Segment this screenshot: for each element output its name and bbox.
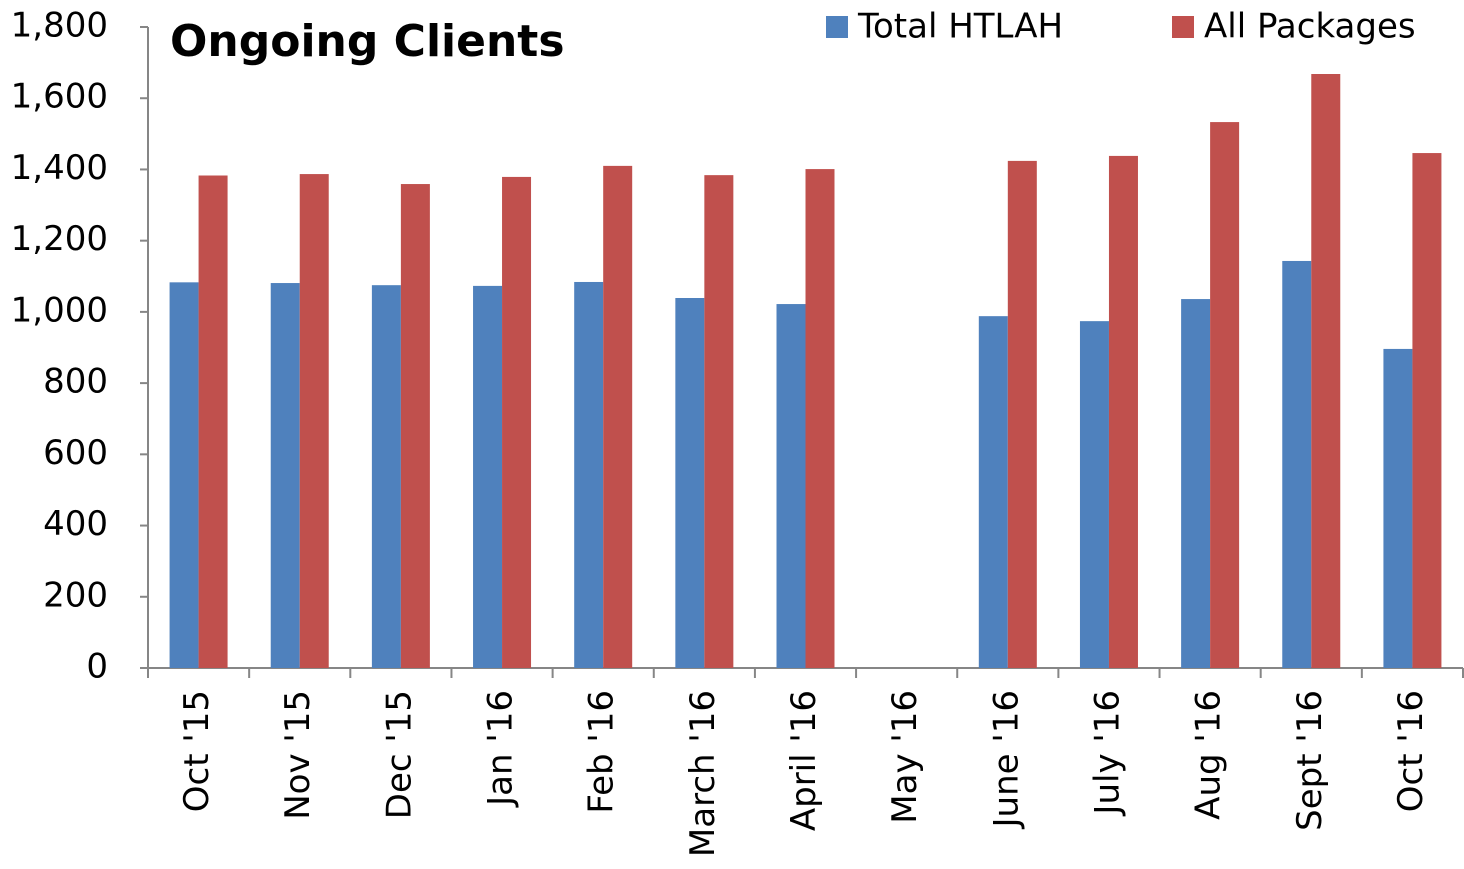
y-tick-label: 1,000 bbox=[11, 290, 108, 330]
y-tick-label: 1,800 bbox=[11, 6, 108, 46]
bar bbox=[270, 283, 300, 668]
x-tick-label: Dec '15 bbox=[379, 690, 419, 819]
y-tick-label: 1,600 bbox=[11, 77, 108, 117]
bar bbox=[299, 174, 329, 668]
y-tick-label: 400 bbox=[43, 504, 108, 544]
bar bbox=[1210, 122, 1240, 668]
bar bbox=[704, 175, 734, 669]
x-tick-label: June '16 bbox=[986, 690, 1026, 829]
x-tick-label: Aug '16 bbox=[1189, 690, 1229, 820]
x-tick-label: Nov '15 bbox=[278, 690, 318, 820]
bar bbox=[473, 285, 503, 668]
y-tick-label: 0 bbox=[86, 647, 108, 687]
y-tick-label: 600 bbox=[43, 433, 108, 473]
bar bbox=[1311, 74, 1341, 669]
bar bbox=[776, 304, 806, 668]
x-tick-label: Jan '16 bbox=[481, 690, 521, 808]
bar bbox=[371, 285, 401, 668]
chart-title: Ongoing Clients bbox=[170, 16, 565, 67]
bar bbox=[978, 316, 1008, 668]
bar bbox=[603, 165, 633, 668]
y-tick-label: 1,400 bbox=[11, 148, 108, 188]
bar bbox=[198, 175, 228, 668]
x-tick-label: March '16 bbox=[683, 690, 723, 857]
bar bbox=[1007, 160, 1037, 669]
x-tick-label: July '16 bbox=[1087, 690, 1127, 817]
bar bbox=[400, 184, 430, 669]
y-tick-label: 200 bbox=[43, 575, 108, 615]
y-tick-label: 1,200 bbox=[11, 219, 108, 259]
x-tick-label: Oct '16 bbox=[1391, 690, 1431, 812]
bar bbox=[502, 176, 532, 668]
x-tick-label: Sept '16 bbox=[1290, 690, 1330, 831]
bar bbox=[169, 282, 199, 668]
bar bbox=[1108, 155, 1138, 668]
bar bbox=[1181, 299, 1211, 668]
legend-label: All Packages bbox=[1204, 7, 1416, 47]
bar bbox=[574, 281, 604, 668]
x-tick-label: Oct '15 bbox=[177, 690, 217, 812]
bar bbox=[1282, 260, 1312, 668]
y-tick-label: 800 bbox=[43, 362, 108, 402]
x-tick-label: Feb '16 bbox=[582, 690, 622, 814]
legend-swatch bbox=[826, 16, 848, 38]
x-tick-label: April '16 bbox=[784, 690, 824, 831]
legend-label: Total HTLAH bbox=[857, 7, 1063, 47]
bar bbox=[1079, 321, 1109, 668]
bar bbox=[675, 298, 705, 668]
legend-swatch bbox=[1172, 16, 1194, 38]
bar bbox=[805, 169, 835, 669]
bar bbox=[1383, 348, 1413, 668]
bar bbox=[1412, 153, 1442, 668]
x-tick-label: May '16 bbox=[885, 690, 925, 824]
